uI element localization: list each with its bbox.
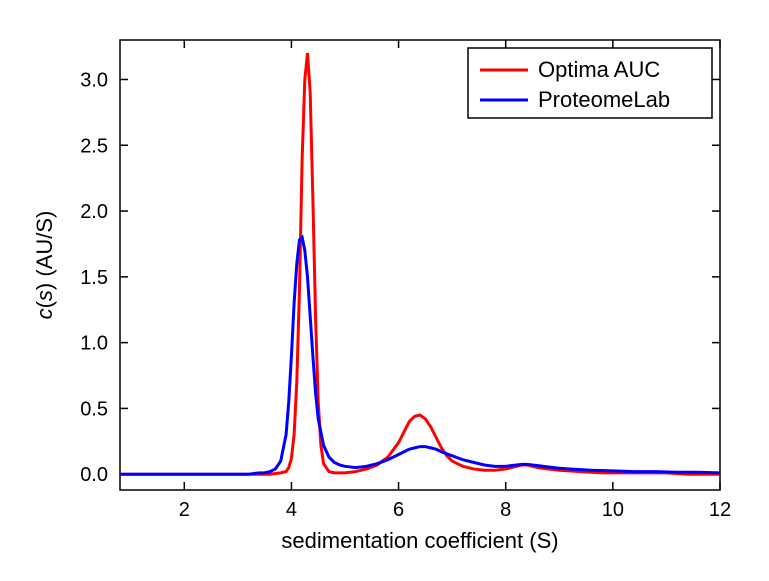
y-tick-label: 2.0 [80,201,108,223]
x-tick-label: 12 [709,499,731,521]
line-chart: 2 4 6 8 10 12 0.0 0.5 1.0 1.5 2.0 2.5 3.0 sedimentati… [0,0,769,581]
legend-label-0: Optima AUC [538,57,660,82]
x-tick-label: 6 [393,499,404,521]
x-tick-label: 4 [286,499,297,521]
x-tick-label: 10 [602,499,624,521]
y-tick-label: 0.0 [80,464,108,486]
x-tick-label: 2 [179,499,190,521]
y-tick-label: 2.5 [80,135,108,157]
x-tick-label: 8 [500,499,511,521]
legend-label-1: ProteomeLab [538,87,670,112]
series-line-1 [120,237,720,474]
y-tick-label: 0.5 [80,398,108,420]
y-tick-label: 3.0 [80,69,108,91]
chart-container: 2 4 6 8 10 12 0.0 0.5 1.0 1.5 2.0 2.5 3.0 sedimentati… [0,0,769,581]
y-tick-label: 1.0 [80,333,108,355]
x-axis-label: sedimentation coefficient (S) [281,528,558,553]
y-axis-label: c(s) (AU/S) [32,211,57,320]
y-tick-label: 1.5 [80,267,108,289]
